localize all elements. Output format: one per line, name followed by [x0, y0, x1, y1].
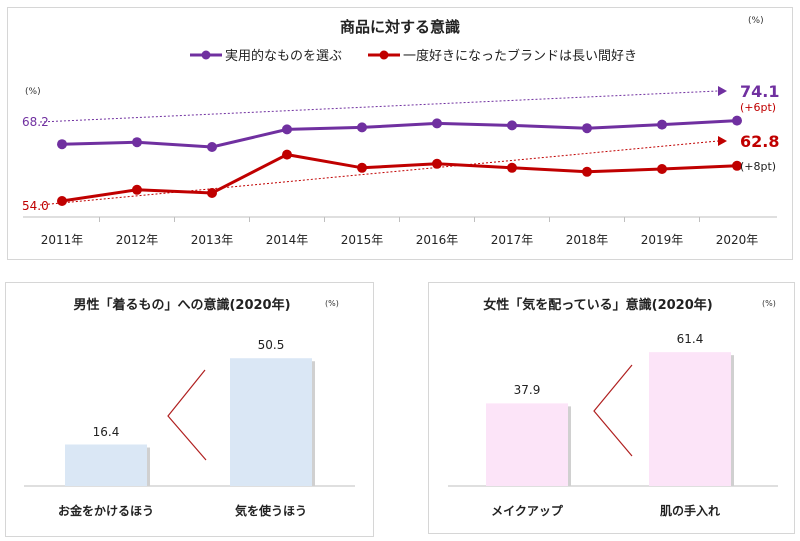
line-chart-unit-left: (%)	[25, 87, 41, 97]
data-point	[657, 119, 667, 130]
trend-arrow-0	[718, 86, 727, 96]
x-tick-label: 2018年	[566, 233, 609, 247]
women-value-label-0: 37.9	[514, 383, 541, 397]
men-comparison-chevron	[167, 369, 207, 461]
change-label-practical: (+6pt)	[740, 101, 776, 114]
legend-dot-brand	[379, 50, 389, 60]
x-tick-label: 2016年	[416, 233, 459, 247]
data-point	[432, 118, 442, 129]
trend-line-0	[39, 90, 719, 123]
x-tick-label: 2020年	[716, 233, 759, 247]
data-point	[357, 162, 367, 173]
data-point	[507, 120, 517, 131]
x-tick-label: 2013年	[191, 233, 234, 247]
x-tick-label: 2014年	[266, 233, 309, 247]
line-chart-unit: (%)	[748, 16, 764, 26]
data-point	[207, 188, 217, 198]
data-point	[432, 158, 442, 169]
data-point	[57, 196, 67, 206]
series-line-1	[61, 153, 738, 203]
men-chart-title: 男性「着るもの」への意識(2020年)	[73, 297, 290, 313]
x-tick-label: 2012年	[116, 233, 159, 247]
bar	[486, 403, 568, 486]
data-point	[282, 124, 292, 135]
data-point	[582, 166, 592, 177]
end-label-practical: 74.1	[740, 82, 779, 101]
change-label-brand: (+8pt)	[740, 160, 776, 173]
end-label-brand: 62.8	[740, 132, 779, 151]
data-point	[282, 149, 292, 160]
line-chart-title: 商品に対する意識	[340, 18, 460, 36]
data-point	[732, 160, 742, 171]
data-point	[207, 142, 217, 152]
start-label-practical: 68.2	[22, 115, 49, 129]
x-tick-label: 2017年	[491, 233, 534, 247]
data-point	[507, 162, 517, 173]
bar	[649, 352, 731, 486]
women-comparison-chevron	[593, 364, 633, 457]
men-value-label-1: 50.5	[258, 338, 285, 352]
bar	[65, 444, 147, 486]
trend-arrow-1	[718, 136, 727, 146]
legend-label-brand: 一度好きになったブランドは長い間好き	[403, 48, 637, 64]
data-point	[57, 139, 67, 150]
legend-dot-practical	[201, 50, 211, 60]
men-category-label-0: お金をかけるほう	[58, 503, 154, 518]
data-point	[132, 137, 142, 148]
start-label-brand: 54.0	[22, 199, 49, 213]
data-point	[732, 115, 742, 126]
men-chart-unit: (%)	[325, 299, 339, 308]
data-point	[357, 122, 367, 133]
women-chart-unit: (%)	[762, 299, 776, 308]
x-tick-label: 2019年	[641, 233, 684, 247]
men-value-label-0: 16.4	[93, 425, 120, 439]
women-category-label-0: メイクアップ	[491, 503, 564, 518]
series-line-0	[61, 119, 738, 149]
women-category-label-1: 肌の手入れ	[659, 503, 720, 518]
bar	[230, 358, 312, 486]
data-point	[657, 164, 667, 174]
data-point	[132, 184, 142, 195]
data-point	[582, 123, 592, 134]
men-category-label-1: 気を使うほう	[235, 503, 307, 518]
x-tick-label: 2015年	[341, 233, 384, 247]
women-value-label-1: 61.4	[677, 332, 704, 346]
legend-label-practical: 実用的なものを選ぶ	[225, 48, 342, 64]
x-tick-label: 2011年	[41, 233, 84, 247]
trend-line-1	[39, 140, 719, 206]
women-chart-title: 女性「気を配っている」意識(2020年)	[483, 297, 712, 313]
